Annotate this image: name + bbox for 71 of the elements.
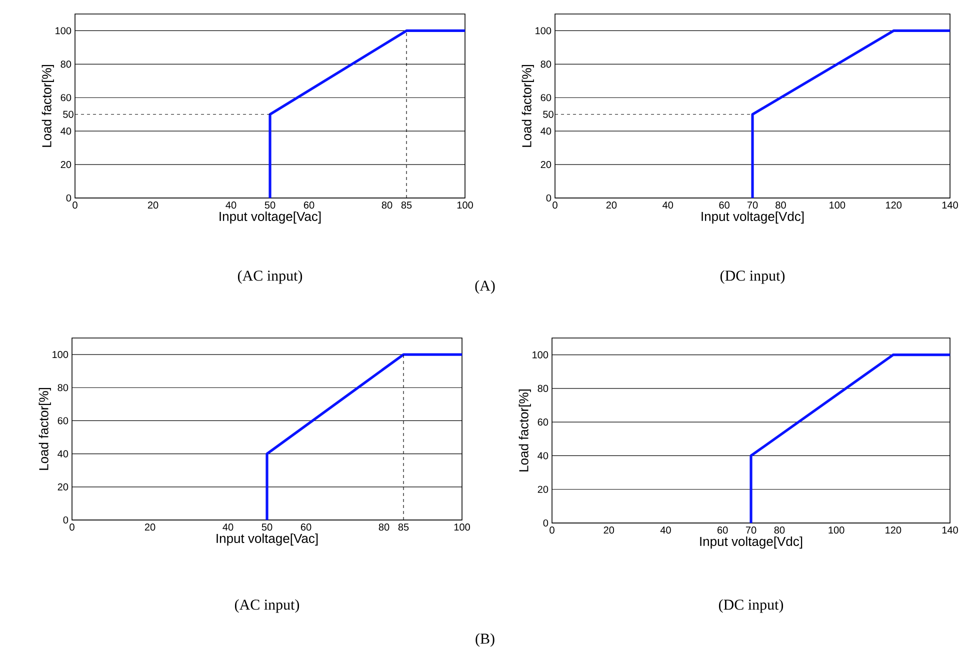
x-tick-label: 60 bbox=[300, 524, 312, 531]
text: (AC input) bbox=[238, 270, 302, 284]
x-tick-label: 20 bbox=[144, 524, 156, 531]
y-tick-label: 100 bbox=[536, 27, 552, 34]
x-tick-label: 60 bbox=[304, 202, 314, 209]
x-tick-label: 85 bbox=[401, 202, 412, 209]
x-axis-title: Input voltage[Vac] bbox=[216, 533, 318, 546]
x-axis-title: Input voltage[Vdc] bbox=[700, 536, 802, 549]
x-tick-label: 80 bbox=[776, 202, 786, 209]
text: (B) bbox=[476, 633, 494, 647]
y-axis-title: Load factor[%] bbox=[522, 65, 534, 147]
y-tick-label: 80 bbox=[538, 384, 548, 392]
text: (DC input) bbox=[720, 270, 785, 284]
x-tick-label: 0 bbox=[72, 202, 78, 209]
x-tick-label: 60 bbox=[718, 526, 728, 534]
x-tick-label: 100 bbox=[830, 202, 846, 209]
x-tick-label: 80 bbox=[382, 202, 392, 209]
x-tick-label: 20 bbox=[604, 526, 614, 534]
y-tick-label: 100 bbox=[532, 351, 548, 358]
x-tick-label: 100 bbox=[828, 526, 844, 534]
y-tick-label: 20 bbox=[538, 486, 548, 493]
y-tick-label: 60 bbox=[58, 417, 68, 424]
y-tick-label: 20 bbox=[60, 161, 72, 168]
x-axis-title: Input voltage[Vdc] bbox=[702, 211, 804, 224]
ref-line-label: 50 bbox=[63, 110, 74, 118]
text: (AC input) bbox=[234, 599, 300, 613]
x-tick-label: 140 bbox=[942, 526, 958, 534]
x-tick-label: 100 bbox=[457, 202, 473, 209]
x-tick-label: 0 bbox=[552, 202, 558, 209]
y-tick-label: 20 bbox=[58, 483, 68, 490]
y-tick-label: 20 bbox=[540, 161, 552, 168]
y-tick-label: 60 bbox=[540, 94, 552, 102]
x-tick-label: 120 bbox=[886, 526, 902, 534]
y-axis-title: Load factor[%] bbox=[42, 65, 54, 147]
y-tick-label: 40 bbox=[58, 450, 68, 458]
x-tick-label: 80 bbox=[774, 526, 785, 534]
y-tick-label: 0 bbox=[63, 516, 68, 524]
x-tick-label: 40 bbox=[226, 202, 236, 209]
y-tick-label: 0 bbox=[546, 194, 552, 202]
y-tick-label: 40 bbox=[60, 128, 72, 135]
x-tick-label: 80 bbox=[378, 524, 390, 531]
y-tick-label: 80 bbox=[540, 60, 552, 68]
x-tick-label: 70 bbox=[747, 202, 758, 209]
x-tick-label: 100 bbox=[454, 524, 470, 531]
y-tick-label: 80 bbox=[60, 60, 72, 68]
y-tick-label: 80 bbox=[58, 384, 68, 392]
y-tick-label: 100 bbox=[56, 27, 72, 34]
y-tick-label: 60 bbox=[538, 418, 548, 426]
x-tick-label: 40 bbox=[660, 526, 671, 534]
y-tick-label: 60 bbox=[60, 94, 72, 102]
x-tick-label: 140 bbox=[942, 202, 958, 209]
x-tick-label: 40 bbox=[222, 524, 234, 531]
y-tick-label: 40 bbox=[540, 128, 552, 135]
ref-line-label: 50 bbox=[543, 110, 554, 118]
x-tick-label: 50 bbox=[262, 524, 272, 531]
x-tick-label: 120 bbox=[886, 202, 902, 209]
x-tick-label: 60 bbox=[719, 202, 730, 209]
x-tick-label: 85 bbox=[398, 524, 409, 531]
y-tick-label: 0 bbox=[66, 194, 72, 202]
x-tick-label: 50 bbox=[264, 202, 276, 209]
x-tick-label: 20 bbox=[148, 202, 158, 209]
x-tick-label: 20 bbox=[606, 202, 617, 209]
x-tick-label: 70 bbox=[746, 526, 756, 534]
x-tick-label: 40 bbox=[662, 202, 674, 209]
y-axis-title: Load factor[%] bbox=[518, 390, 531, 472]
y-axis-title: Load factor[%] bbox=[38, 388, 51, 470]
x-axis-title: Input voltage[Vac] bbox=[220, 211, 321, 224]
y-tick-label: 40 bbox=[538, 452, 548, 460]
text: (A) bbox=[475, 280, 495, 294]
text: (DC input) bbox=[718, 599, 784, 613]
y-tick-label: 100 bbox=[52, 351, 68, 358]
